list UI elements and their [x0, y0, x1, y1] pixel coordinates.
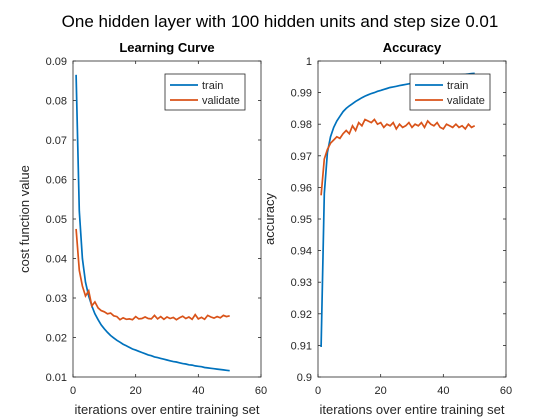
chart-title: Accuracy: [383, 40, 442, 55]
accuracy-chart: Accuracy iterations over entire training …: [262, 40, 512, 417]
legend-label-validate: validate: [447, 95, 485, 107]
y-axis-label: accuracy: [262, 192, 277, 245]
x-axis-label: iterations over entire training set: [75, 402, 260, 417]
x-tick-label: 20: [375, 385, 387, 397]
plot-area: [317, 60, 507, 378]
y-tick-label: 0.05: [46, 214, 67, 226]
series-line-train: [75, 74, 230, 372]
y-tick-label: 1: [306, 56, 312, 68]
y-tick-label: 0.9: [297, 372, 312, 384]
series-line-validate: [75, 228, 230, 321]
x-tick-label: 0: [70, 385, 76, 397]
legend-label-train: train: [447, 80, 468, 92]
x-tick-label: 40: [192, 385, 204, 397]
x-tick-label: 20: [130, 385, 142, 397]
x-tick-label: 60: [500, 385, 512, 397]
y-tick-label: 0.07: [46, 135, 67, 147]
y-tick-label: 0.06: [46, 175, 67, 187]
series-line-validate: [320, 118, 476, 196]
legend-label-train: train: [202, 80, 223, 92]
y-tick-label: 0.92: [291, 309, 312, 321]
y-tick-label: 0.98: [291, 119, 312, 131]
x-tick-label: 40: [437, 385, 449, 397]
x-tick-label: 0: [315, 385, 321, 397]
x-tick-label: 60: [255, 385, 267, 397]
y-tick-label: 0.93: [291, 277, 312, 289]
x-axis-label: iterations over entire training set: [320, 402, 505, 417]
legend-box: [409, 73, 491, 111]
y-axis-label: cost function value: [17, 165, 32, 273]
y-tick-label: 0.95: [291, 214, 312, 226]
y-tick-label: 0.02: [46, 333, 67, 345]
y-tick-label: 0.97: [291, 151, 312, 163]
y-tick-label: 0.94: [291, 246, 312, 258]
y-tick-label: 0.04: [46, 254, 67, 266]
figure-title: One hidden layer with 100 hidden units a…: [62, 12, 499, 31]
y-tick-label: 0.96: [291, 182, 312, 194]
y-tick-label: 0.08: [46, 96, 67, 108]
y-tick-label: 0.03: [46, 293, 67, 305]
y-tick-label: 0.99: [291, 88, 312, 100]
y-tick-label: 0.91: [291, 340, 312, 352]
y-tick-label: 0.09: [46, 56, 67, 68]
legend-box: [164, 73, 246, 111]
plot-area: [72, 60, 262, 378]
y-tick-label: 0.01: [46, 372, 67, 384]
chart-title: Learning Curve: [119, 40, 214, 55]
legend-label-validate: validate: [202, 95, 240, 107]
learning-curve-chart: Learning Curve iterations over entire tra…: [17, 40, 267, 417]
